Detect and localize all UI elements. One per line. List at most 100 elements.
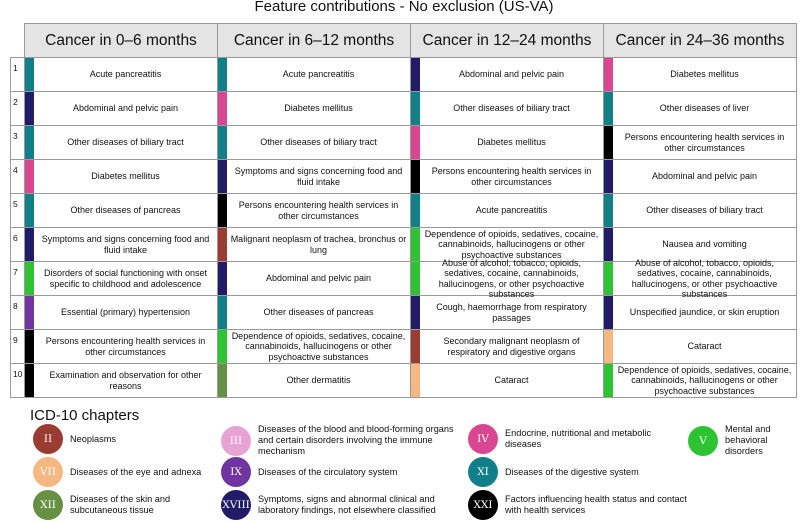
feature-label: Other diseases of biliary tract	[646, 205, 763, 216]
chapter-color-swatch	[25, 194, 34, 227]
feature-cell-content: Diabetes mellitus	[25, 160, 217, 193]
chapter-color-swatch	[25, 160, 34, 193]
chapter-color-swatch	[411, 126, 420, 159]
feature-cell-24-36-months: Diabetes mellitus	[603, 57, 797, 92]
chapter-color-swatch	[604, 160, 613, 193]
feature-cell-6-12-months: Other dermatitis	[217, 363, 411, 398]
table-row: 10 Examination and observation for other …	[10, 363, 797, 398]
rank-label: 9	[10, 329, 25, 364]
feature-cell-content: Malignant neoplasm of trachea, bronchus …	[218, 228, 410, 261]
chapter-color-swatch	[604, 228, 613, 261]
table-row: 8 Essential (primary) hypertension Other d…	[10, 295, 797, 330]
feature-label: Essential (primary) hypertension	[60, 307, 191, 318]
table-row: 9 Persons encountering health services in…	[10, 329, 797, 364]
feature-label: Other diseases of liver	[659, 103, 750, 114]
feature-cell-6-12-months: Malignant neoplasm of trachea, bronchus …	[217, 227, 411, 262]
chapter-color-swatch	[411, 296, 420, 329]
feature-label: Abuse of alcohol, tobacco, opioids, seda…	[631, 257, 778, 299]
feature-cell-12-24-months: Other diseases of biliary tract	[410, 91, 604, 126]
feature-cell-content: Cataract	[411, 364, 603, 397]
chapter-color-swatch	[25, 364, 34, 397]
feature-cell-content: Abdominal and pelvic pain	[218, 262, 410, 295]
chapter-color-swatch	[218, 58, 227, 91]
feature-cell-content: Dependence of opioids, sedatives, cocain…	[604, 364, 796, 397]
corner-cell	[10, 23, 25, 58]
rank-label: 8	[10, 295, 25, 330]
feature-cell-12-24-months: Cataract	[410, 363, 604, 398]
legend-label-xxi: Factors influencing health status and co…	[505, 494, 687, 515]
rank-label: 5	[10, 193, 25, 228]
feature-cell-0-6-months: Essential (primary) hypertension	[24, 295, 218, 330]
table-row: 2 Abdominal and pelvic pain Diabetes melli…	[10, 91, 797, 126]
feature-cell-content: Other dermatitis	[218, 364, 410, 397]
rank-label: 6	[10, 227, 25, 262]
feature-label: Other diseases of biliary tract	[453, 103, 570, 114]
feature-label: Secondary malignant neoplasm of respirat…	[443, 336, 580, 357]
legend-item-iii: III Diseases of the blood and blood-form…	[221, 424, 458, 457]
column-header-6-12-months: Cancer in 6–12 months	[217, 23, 411, 58]
feature-cell-24-36-months: Abdominal and pelvic pain	[603, 159, 797, 194]
rank-label: 4	[10, 159, 25, 194]
feature-cell-6-12-months: Persons encountering health services in …	[217, 193, 411, 228]
feature-label: Nausea and vomiting	[662, 239, 747, 250]
table-row: 3 Other diseases of biliary tract Other di…	[10, 125, 797, 160]
feature-label: Diabetes mellitus	[284, 103, 353, 114]
chapter-color-swatch	[218, 296, 227, 329]
legend-item-v: V Mental and behavioral disorders	[688, 424, 803, 457]
legend-swatch-ix: IX	[221, 457, 251, 487]
legend-swatch-xxi: XXI	[468, 490, 498, 520]
feature-label: Other diseases of pancreas	[70, 205, 181, 216]
legend-swatch-iv: IV	[468, 424, 498, 454]
feature-cell-content: Acute pancreatitis	[25, 58, 217, 91]
feature-cell-content: Other diseases of pancreas	[25, 194, 217, 227]
chapter-color-swatch	[411, 262, 420, 295]
chapter-color-swatch	[25, 92, 34, 125]
feature-cell-24-36-months: Persons encountering health services in …	[603, 125, 797, 160]
table-row: 5 Other diseases of pancreas Persons encou…	[10, 193, 797, 228]
legend-label-iii: Diseases of the blood and blood-forming …	[258, 424, 454, 456]
chapter-color-swatch	[218, 126, 227, 159]
rank-label: 2	[10, 91, 25, 126]
chapter-color-swatch	[25, 58, 34, 91]
feature-cell-content: Diabetes mellitus	[218, 92, 410, 125]
legend-label-xi: Diseases of the digestive system	[505, 466, 639, 477]
feature-cell-content: Cough, haemorrhage from respiratory pass…	[411, 296, 603, 329]
legend-item-ix: IX Diseases of the circulatory system	[221, 457, 458, 487]
feature-cell-content: Symptoms and signs concerning food and f…	[218, 160, 410, 193]
legend-swatch-xi: XI	[468, 457, 498, 487]
feature-cell-content: Essential (primary) hypertension	[25, 296, 217, 329]
feature-cell-content: Other diseases of biliary tract	[604, 194, 796, 227]
feature-cell-6-12-months: Abdominal and pelvic pain	[217, 261, 411, 296]
legend-label-ii: Neoplasms	[70, 433, 116, 444]
feature-cell-6-12-months: Diabetes mellitus	[217, 91, 411, 126]
chapter-color-swatch	[604, 296, 613, 329]
legend-swatch-ii: II	[33, 424, 63, 454]
rank-label: 3	[10, 125, 25, 160]
chapter-color-swatch	[604, 364, 613, 397]
legend-label-iv: Endocrine, nutritional and metabolic dis…	[505, 428, 652, 449]
chapter-color-swatch	[218, 262, 227, 295]
legend-item-iv: IV Endocrine, nutritional and metabolic …	[468, 424, 680, 454]
chapter-color-swatch	[25, 296, 34, 329]
legend-swatch-vii: VII	[33, 457, 63, 487]
feature-cell-24-36-months: Abuse of alcohol, tobacco, opioids, seda…	[603, 257, 797, 299]
legend-item-ii: II Neoplasms	[33, 424, 190, 454]
feature-cell-content: Abdominal and pelvic pain	[604, 160, 796, 193]
chapter-color-swatch	[218, 160, 227, 193]
legend-item-xxi: XXI Factors influencing health status an…	[468, 490, 705, 520]
legend-swatch-xii: XII	[33, 490, 63, 520]
feature-cell-6-12-months: Other diseases of pancreas	[217, 295, 411, 330]
feature-label: Abdominal and pelvic pain	[458, 69, 565, 80]
feature-cell-0-6-months: Other diseases of biliary tract	[24, 125, 218, 160]
feature-cell-content: Unspecified jaundice, or skin eruption	[604, 296, 796, 329]
feature-cell-content: Persons encountering health services in …	[411, 160, 603, 193]
chapter-color-swatch	[604, 330, 613, 363]
chapter-color-swatch	[411, 330, 420, 363]
feature-cell-12-24-months: Abdominal and pelvic pain	[410, 57, 604, 92]
feature-label: Persons encountering health services in …	[45, 336, 206, 357]
feature-cell-content: Symptoms and signs concerning food and f…	[25, 228, 217, 261]
chapter-color-swatch	[411, 364, 420, 397]
feature-cell-24-36-months: Unspecified jaundice, or skin eruption	[603, 295, 797, 330]
feature-cell-content: Acute pancreatitis	[411, 194, 603, 227]
feature-label: Other dermatitis	[286, 375, 351, 386]
